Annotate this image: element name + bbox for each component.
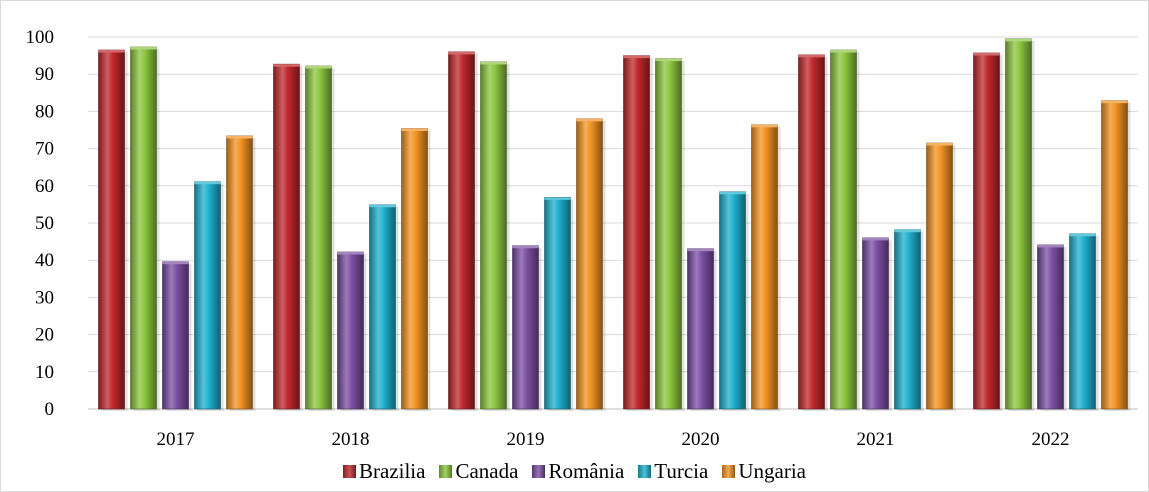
legend-swatch: [343, 465, 356, 478]
x-tick-label: 2018: [332, 429, 370, 450]
y-tick-label: 30: [35, 287, 54, 308]
legend-label: Canada: [455, 459, 519, 483]
x-tick-label: 2019: [507, 429, 545, 450]
grid-lines: [88, 36, 1138, 410]
bar-România-2017: [162, 261, 192, 411]
bar-România-2020: [687, 248, 717, 411]
y-tick-label: 100: [26, 27, 55, 48]
x-axis-ticks: 2017 2018 2019 2020 2021 2022: [157, 429, 1070, 450]
bar-România-2022: [1037, 244, 1067, 411]
bar-Turcia-2021: [894, 229, 924, 411]
legend-item: România: [532, 459, 624, 484]
y-axis-ticks: 0 10 20 30 40 50 60 70 80 90 100: [26, 27, 55, 420]
bar-Ungaria-2019: [576, 118, 606, 411]
bar-Turcia-2017: [194, 181, 224, 411]
x-tick-label: 2021: [857, 429, 895, 450]
y-tick-label: 90: [35, 64, 54, 85]
bar-Brazilia-2021: [798, 54, 828, 412]
bar-Canada-2019: [480, 61, 510, 411]
legend-label: România: [548, 459, 625, 483]
legend-swatch: [638, 465, 652, 478]
bar-Canada-2017: [130, 46, 160, 411]
bar-Ungaria-2021: [926, 142, 956, 411]
bar-Brazilia-2020: [623, 55, 653, 411]
bar-Ungaria-2022: [1101, 100, 1131, 411]
y-tick-label: 60: [35, 176, 54, 197]
legend: Brazilia Canada România Turcia Ungaria: [1, 459, 1148, 484]
bar-Canada-2022: [1005, 38, 1035, 412]
legend-swatch: [532, 465, 546, 478]
legend-swatch: [722, 465, 736, 478]
legend-item: Turcia: [638, 459, 708, 484]
bar-Turcia-2022: [1069, 233, 1099, 411]
bar-Canada-2018: [305, 65, 335, 412]
bars: [98, 38, 1131, 412]
legend-item: Brazilia: [343, 459, 425, 484]
bar-Brazilia-2022: [973, 52, 1003, 411]
y-tick-label: 40: [35, 250, 54, 271]
y-tick-label: 80: [35, 101, 54, 122]
legend-label: Ungaria: [738, 459, 806, 483]
y-tick-label: 0: [45, 399, 55, 420]
bar-Turcia-2020: [719, 191, 749, 411]
bar-Canada-2020: [655, 58, 685, 412]
bar-România-2019: [512, 245, 542, 411]
x-tick-label: 2017: [157, 429, 195, 450]
legend-label: Turcia: [654, 459, 709, 483]
legend-item: Ungaria: [722, 459, 806, 484]
bar-Ungaria-2018: [401, 128, 431, 411]
bar-Ungaria-2020: [751, 124, 781, 412]
x-tick-label: 2020: [682, 429, 720, 450]
bar-Brazilia-2018: [273, 63, 303, 411]
bar-Brazilia-2017: [98, 49, 128, 412]
legend-label: Brazilia: [359, 459, 426, 483]
y-tick-label: 50: [35, 213, 54, 234]
bar-România-2018: [337, 251, 367, 411]
y-tick-label: 20: [35, 325, 54, 346]
y-tick-label: 70: [35, 139, 54, 160]
bar-Turcia-2018: [369, 204, 399, 411]
bar-Brazilia-2019: [448, 51, 478, 411]
legend-swatch: [439, 465, 453, 478]
bar-Ungaria-2017: [226, 135, 256, 411]
bar-Turcia-2019: [544, 197, 574, 411]
bar-România-2021: [862, 237, 892, 411]
y-tick-label: 10: [35, 362, 54, 383]
bar-Canada-2021: [830, 49, 860, 412]
x-tick-label: 2022: [1032, 429, 1070, 450]
legend-item: Canada: [439, 459, 518, 484]
